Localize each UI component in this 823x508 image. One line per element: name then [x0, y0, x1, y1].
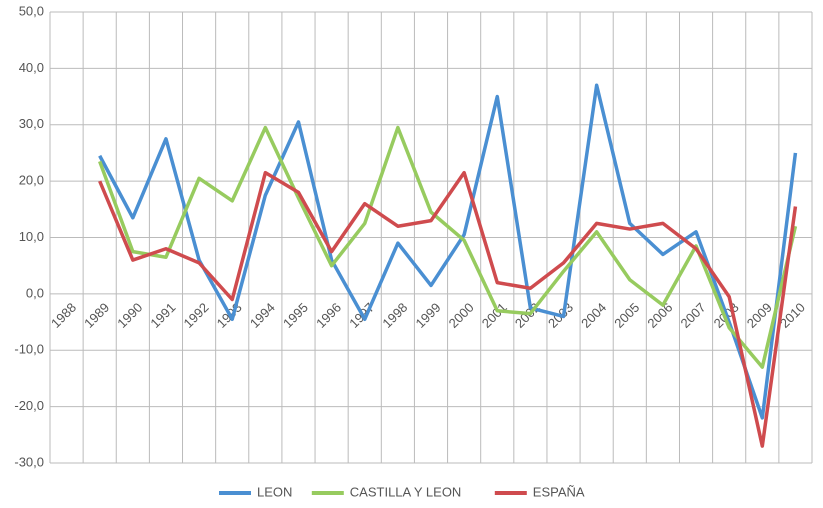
- series-line: [98, 125, 798, 369]
- y-tick-label: 40,0: [19, 60, 44, 75]
- series-line: [98, 170, 798, 448]
- legend-label: LEON: [257, 484, 292, 499]
- x-tick-label: 1998: [379, 300, 410, 331]
- y-tick-label: 50,0: [19, 3, 44, 18]
- legend-item: ESPAÑA: [494, 484, 585, 499]
- y-tick-label: 0,0: [26, 285, 44, 300]
- series-line: [98, 83, 798, 420]
- x-tick-label: 1999: [412, 300, 443, 331]
- x-tick-label: 1988: [48, 300, 79, 331]
- x-tick-label: 1994: [247, 300, 278, 331]
- y-tick-label: 20,0: [19, 173, 44, 188]
- legend-item: CASTILLA Y LEON: [311, 484, 462, 499]
- x-tick-label: 2004: [578, 300, 609, 331]
- x-tick-label: 2007: [678, 300, 709, 331]
- x-tick-label: 1992: [181, 300, 212, 331]
- legend-label: CASTILLA Y LEON: [350, 484, 462, 499]
- y-tick-label: -20,0: [14, 398, 44, 413]
- x-tick-label: 1989: [81, 300, 112, 331]
- x-tick-label: 2000: [446, 300, 477, 331]
- y-tick-label: -30,0: [14, 454, 44, 469]
- y-tick-label: 10,0: [19, 229, 44, 244]
- x-tick-label: 1996: [313, 300, 344, 331]
- x-tick-label: 1995: [280, 300, 311, 331]
- y-tick-label: -10,0: [14, 342, 44, 357]
- legend-item: LEON: [219, 484, 292, 499]
- x-tick-label: 1991: [147, 300, 178, 331]
- y-tick-label: 30,0: [19, 116, 44, 131]
- x-tick-label: 1990: [114, 300, 145, 331]
- legend-label: ESPAÑA: [533, 484, 585, 499]
- x-tick-label: 2005: [611, 300, 642, 331]
